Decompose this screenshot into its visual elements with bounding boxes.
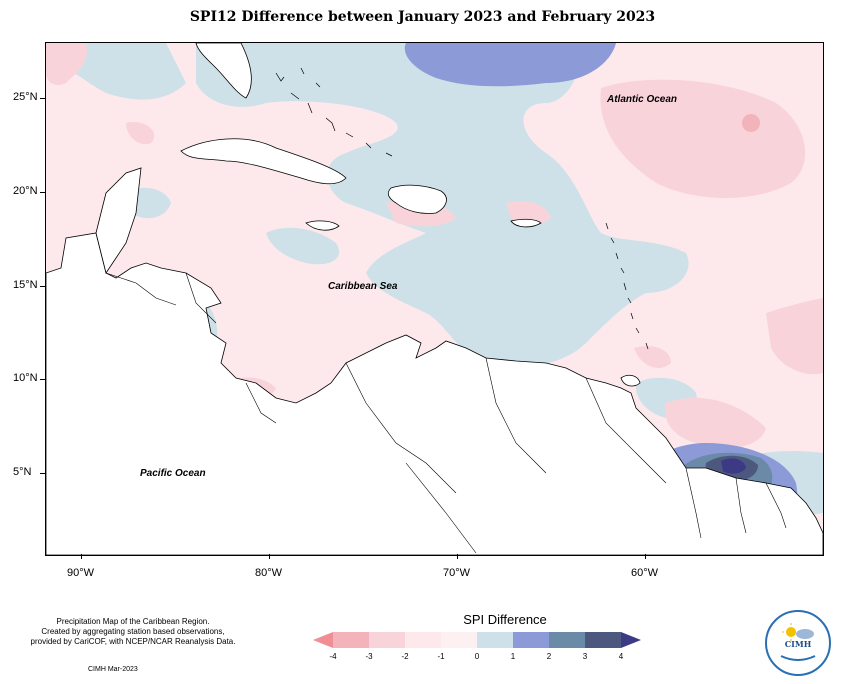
cimh-logo: CIMH	[765, 610, 831, 676]
credit-line: Created by aggregating station based obs…	[41, 627, 225, 636]
pacific-ocean-label: Pacific Ocean	[140, 468, 206, 479]
spi-pink-spot	[742, 114, 760, 132]
legend-tick-label: -4	[329, 652, 337, 661]
map-panel: Atlantic Ocean Caribbean Sea Pacific Oce…	[45, 42, 824, 556]
lat-tick-label: 20°N	[13, 185, 38, 197]
lat-tickmark	[40, 98, 45, 99]
lon-tickmark	[81, 554, 82, 559]
legend-color-cell	[369, 632, 405, 648]
legend-color-cell	[477, 632, 513, 648]
credits-text: Precipitation Map of the Caribbean Regio…	[14, 617, 252, 647]
legend-tick-label: 1	[510, 652, 516, 661]
legend-color-cell	[585, 632, 621, 648]
caribbean-sea-label: Caribbean Sea	[328, 281, 398, 292]
legend-colorbar	[313, 632, 641, 648]
lat-tick-label: 10°N	[13, 372, 38, 384]
legend-tick-label: 2	[546, 652, 552, 661]
legend-color-cell	[405, 632, 441, 648]
land-masses	[46, 43, 823, 555]
lon-tick-label: 90°W	[67, 567, 95, 579]
lat-tickmark	[40, 379, 45, 380]
legend-color-cell	[549, 632, 585, 648]
lat-tickmark	[40, 286, 45, 287]
lat-tickmark	[40, 192, 45, 193]
lat-tickmark	[40, 473, 45, 474]
sun-icon	[780, 623, 816, 661]
legend-tick-label: 3	[582, 652, 588, 661]
spi-map-svg	[46, 43, 823, 555]
lon-tickmark	[645, 554, 646, 559]
credit-line: Precipitation Map of the Caribbean Regio…	[56, 617, 210, 626]
atlantic-ocean-label: Atlantic Ocean	[607, 94, 678, 105]
legend-tick-label: -2	[401, 652, 409, 661]
map-title: SPI12 Difference between January 2023 an…	[189, 9, 656, 25]
legend-color-cell	[333, 632, 369, 648]
legend-color-cell	[513, 632, 549, 648]
lon-tickmark	[269, 554, 270, 559]
spi-blue-strong	[404, 43, 616, 87]
lat-tick-label: 25°N	[13, 91, 38, 103]
legend-arrow-left	[313, 632, 333, 648]
lon-tick-label: 80°W	[255, 567, 283, 579]
legend-color-cell	[441, 632, 477, 648]
lon-tickmark	[457, 554, 458, 559]
spi-pink-regions	[46, 43, 823, 448]
logo-text: CIMH	[784, 639, 812, 649]
legend-title: SPI Difference	[463, 612, 547, 627]
lat-tick-label: 5°N	[13, 466, 32, 478]
footer-note: CIMH Mar-2023	[88, 666, 138, 673]
lon-tick-label: 70°W	[443, 567, 471, 579]
legend-tick-label: -1	[437, 652, 445, 661]
legend-tick-label: -3	[365, 652, 373, 661]
credit-line: provided by CariCOF, with NCEP/NCAR Rean…	[30, 637, 236, 646]
legend-tick-label: 0	[474, 652, 480, 661]
legend-tick-label: 4	[618, 652, 624, 661]
bahamas-islands	[275, 67, 649, 350]
country-borders	[105, 272, 787, 554]
lat-tick-label: 15°N	[13, 279, 38, 291]
lon-tick-label: 60°W	[631, 567, 659, 579]
legend-arrow-right	[621, 632, 641, 648]
